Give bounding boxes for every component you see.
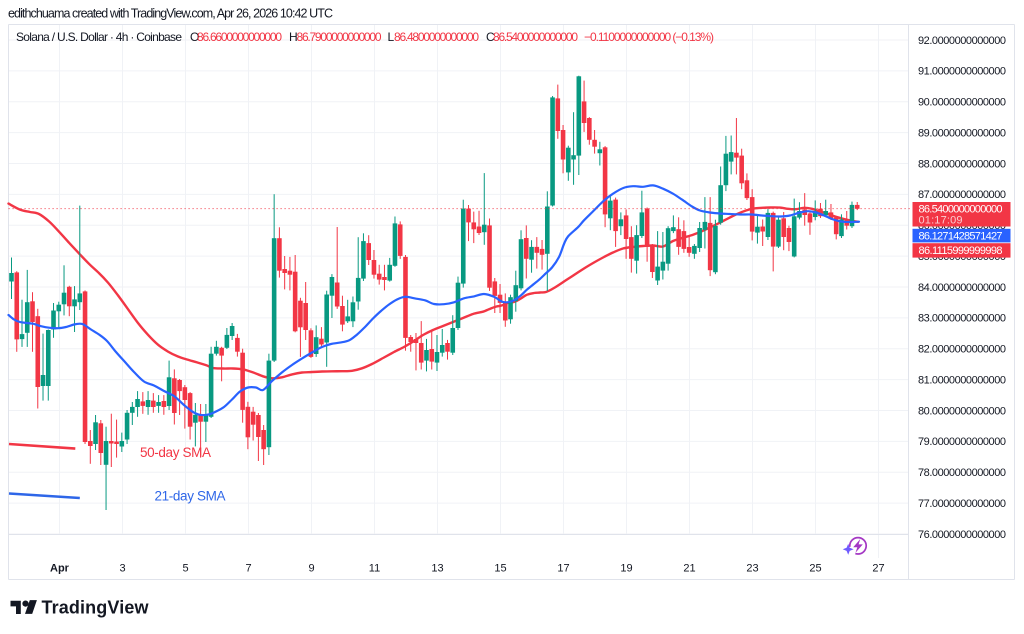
svg-text:edithchuama created with Tradi: edithchuama created with TradingView.com… bbox=[8, 7, 333, 21]
svg-text:21: 21 bbox=[683, 563, 695, 575]
svg-text:TradingView: TradingView bbox=[42, 598, 150, 618]
svg-text:83.0000000000000: 83.0000000000000 bbox=[918, 313, 1006, 325]
svg-text:C: C bbox=[486, 30, 495, 44]
svg-text:15: 15 bbox=[494, 563, 506, 575]
svg-text:19: 19 bbox=[620, 563, 632, 575]
svg-text:−0.1100000000000 (−0.13%): −0.1100000000000 (−0.13%) bbox=[584, 30, 714, 44]
svg-text:86.7900000000000: 86.7900000000000 bbox=[297, 30, 382, 44]
svg-text:82.0000000000000: 82.0000000000000 bbox=[918, 344, 1006, 356]
svg-text:5: 5 bbox=[182, 563, 188, 575]
svg-text:50-day SMA: 50-day SMA bbox=[140, 445, 211, 460]
svg-text:77.0000000000000: 77.0000000000000 bbox=[918, 498, 1006, 510]
svg-text:Solana / U.S. Dollar · 4h · Co: Solana / U.S. Dollar · 4h · Coinbase bbox=[16, 30, 182, 44]
svg-text:25: 25 bbox=[809, 563, 821, 575]
svg-text:17: 17 bbox=[557, 563, 569, 575]
svg-text:13: 13 bbox=[431, 563, 443, 575]
svg-text:92.0000000000000: 92.0000000000000 bbox=[918, 35, 1006, 47]
svg-text:88.0000000000000: 88.0000000000000 bbox=[918, 158, 1006, 170]
svg-text:O: O bbox=[190, 30, 199, 44]
svg-text:86.1271428571427: 86.1271428571427 bbox=[919, 230, 1003, 242]
svg-text:86.5400000000000: 86.5400000000000 bbox=[919, 204, 1003, 216]
svg-text:Apr: Apr bbox=[50, 563, 70, 575]
svg-text:3: 3 bbox=[119, 563, 125, 575]
svg-text:87.0000000000000: 87.0000000000000 bbox=[918, 189, 1006, 201]
svg-text:86.4800000000000: 86.4800000000000 bbox=[394, 30, 479, 44]
svg-text:27: 27 bbox=[872, 563, 884, 575]
svg-text:76.0000000000000: 76.0000000000000 bbox=[918, 529, 1006, 541]
svg-text:21-day SMA: 21-day SMA bbox=[155, 489, 226, 504]
svg-text:84.0000000000000: 84.0000000000000 bbox=[918, 282, 1006, 294]
svg-text:86.1115999999998: 86.1115999999998 bbox=[919, 245, 1003, 257]
svg-text:86.6600000000000: 86.6600000000000 bbox=[197, 30, 282, 44]
svg-text:80.0000000000000: 80.0000000000000 bbox=[918, 405, 1006, 417]
svg-text:L: L bbox=[388, 30, 395, 44]
svg-text:H: H bbox=[289, 30, 298, 44]
svg-text:9: 9 bbox=[308, 563, 314, 575]
svg-text:91.0000000000000: 91.0000000000000 bbox=[918, 66, 1006, 78]
svg-text:11: 11 bbox=[369, 563, 380, 575]
svg-text:01:17:09: 01:17:09 bbox=[919, 215, 963, 227]
svg-text:78.0000000000000: 78.0000000000000 bbox=[918, 467, 1006, 479]
svg-text:81.0000000000000: 81.0000000000000 bbox=[918, 374, 1006, 386]
svg-text:23: 23 bbox=[746, 563, 758, 575]
svg-text:86.5400000000000: 86.5400000000000 bbox=[493, 30, 578, 44]
svg-text:89.0000000000000: 89.0000000000000 bbox=[918, 127, 1006, 139]
svg-text:90.0000000000000: 90.0000000000000 bbox=[918, 97, 1006, 109]
svg-text:7: 7 bbox=[245, 563, 251, 575]
svg-text:79.0000000000000: 79.0000000000000 bbox=[918, 436, 1006, 448]
